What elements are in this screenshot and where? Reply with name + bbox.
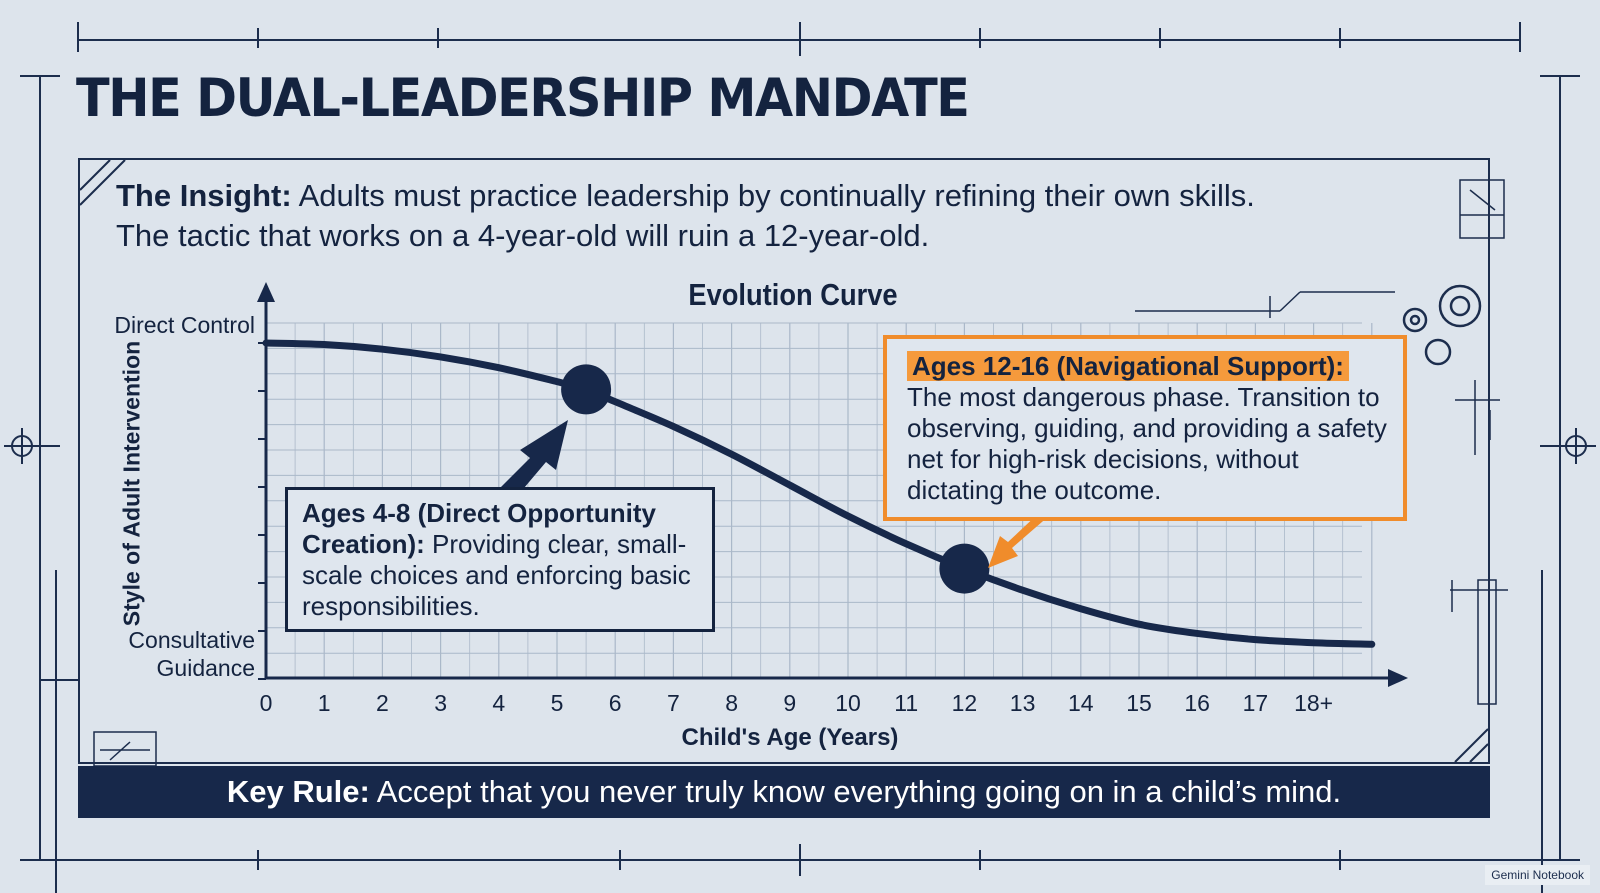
x-tick-label: 11 (894, 690, 919, 716)
evolution-curve (262, 339, 1376, 648)
x-tick-label: 3 (434, 690, 447, 716)
insight-text: The Insight: Adults must practice leader… (116, 176, 1416, 256)
x-tick-label: 15 (1126, 690, 1152, 716)
insight-label: The Insight: (116, 178, 292, 213)
callout-ages-12-16: Ages 12-16 (Navigational Support): The m… (883, 335, 1407, 521)
x-tick-label: 12 (951, 690, 978, 716)
x-tick-label: 4 (492, 690, 506, 716)
x-axis-title: Child's Age (Years) (681, 724, 899, 751)
x-tick-label: 2 (375, 690, 389, 716)
key-rule-banner: Key Rule: Accept that you never truly kn… (78, 766, 1490, 818)
x-tick-label: 10 (835, 690, 861, 716)
x-tick-label: 18+ (1294, 690, 1334, 716)
insight-line-2: The tactic that works on a 4-year-old wi… (116, 218, 930, 253)
arrow-ages-4-8 (500, 420, 568, 488)
y-axis-arrow (257, 282, 275, 302)
x-axis-arrow (1388, 669, 1408, 687)
y-label-top: Direct Control (114, 312, 255, 338)
key-rule-text: Accept that you never truly know everyth… (376, 774, 1342, 809)
x-tick-label: 8 (725, 690, 738, 716)
callout-ages-12-16-body: The most dangerous phase. Transition to … (907, 382, 1387, 505)
x-tick-label: 6 (608, 690, 622, 716)
key-rule-label: Key Rule: (226, 774, 370, 809)
x-tick-label: 13 (1009, 690, 1036, 716)
watermark: Gemini Notebook (1485, 865, 1590, 885)
curve-marker-1 (561, 364, 612, 415)
y-axis-title: Style of Adult Intervention (118, 340, 145, 627)
page-title: THE DUAL-LEADERSHIP MANDATE (76, 68, 970, 129)
chart-axes (257, 282, 1408, 687)
content-panel (78, 158, 1490, 764)
x-tick-label: 0 (259, 690, 273, 716)
callout-ages-4-8-heading: Ages 4-8 (Direct Opportunity Creation): (302, 498, 656, 559)
callout-ages-4-8-body: Providing clear, small-scale choices and… (302, 529, 691, 621)
x-tick-label: 16 (1184, 690, 1210, 716)
arrow-ages-12-16 (988, 512, 1068, 568)
x-tick-label: 1 (317, 690, 331, 716)
x-tick-label: 9 (783, 690, 797, 716)
chart-title: Evolution Curve (688, 277, 898, 312)
callout-ages-4-8: Ages 4-8 (Direct Opportunity Creation): … (285, 487, 715, 632)
y-label-bottom: Consultative Guidance (128, 627, 255, 681)
x-tick-label: 5 (550, 690, 564, 716)
curve-markers (561, 364, 990, 594)
x-tick-label: 14 (1068, 690, 1094, 716)
insight-line-1: Adults must practice leadership by conti… (298, 178, 1255, 213)
callout-arrows (500, 420, 1068, 568)
x-tick-label: 17 (1242, 690, 1269, 716)
curve-marker-2 (939, 543, 990, 594)
x-tick-label: 7 (666, 690, 680, 716)
callout-ages-12-16-heading: Ages 12-16 (Navigational Support): (907, 351, 1349, 381)
